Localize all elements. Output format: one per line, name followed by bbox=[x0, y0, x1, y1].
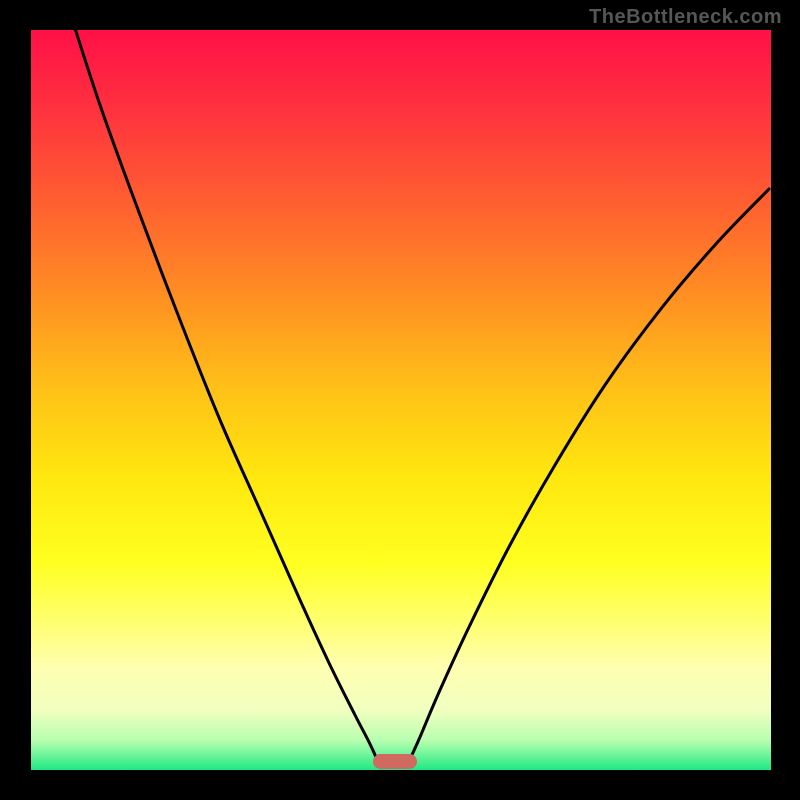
curve-left bbox=[66, 0, 376, 757]
curve-right bbox=[411, 189, 769, 757]
watermark-text: TheBottleneck.com bbox=[589, 6, 782, 29]
curve-layer bbox=[0, 0, 800, 800]
min-marker bbox=[373, 754, 417, 769]
